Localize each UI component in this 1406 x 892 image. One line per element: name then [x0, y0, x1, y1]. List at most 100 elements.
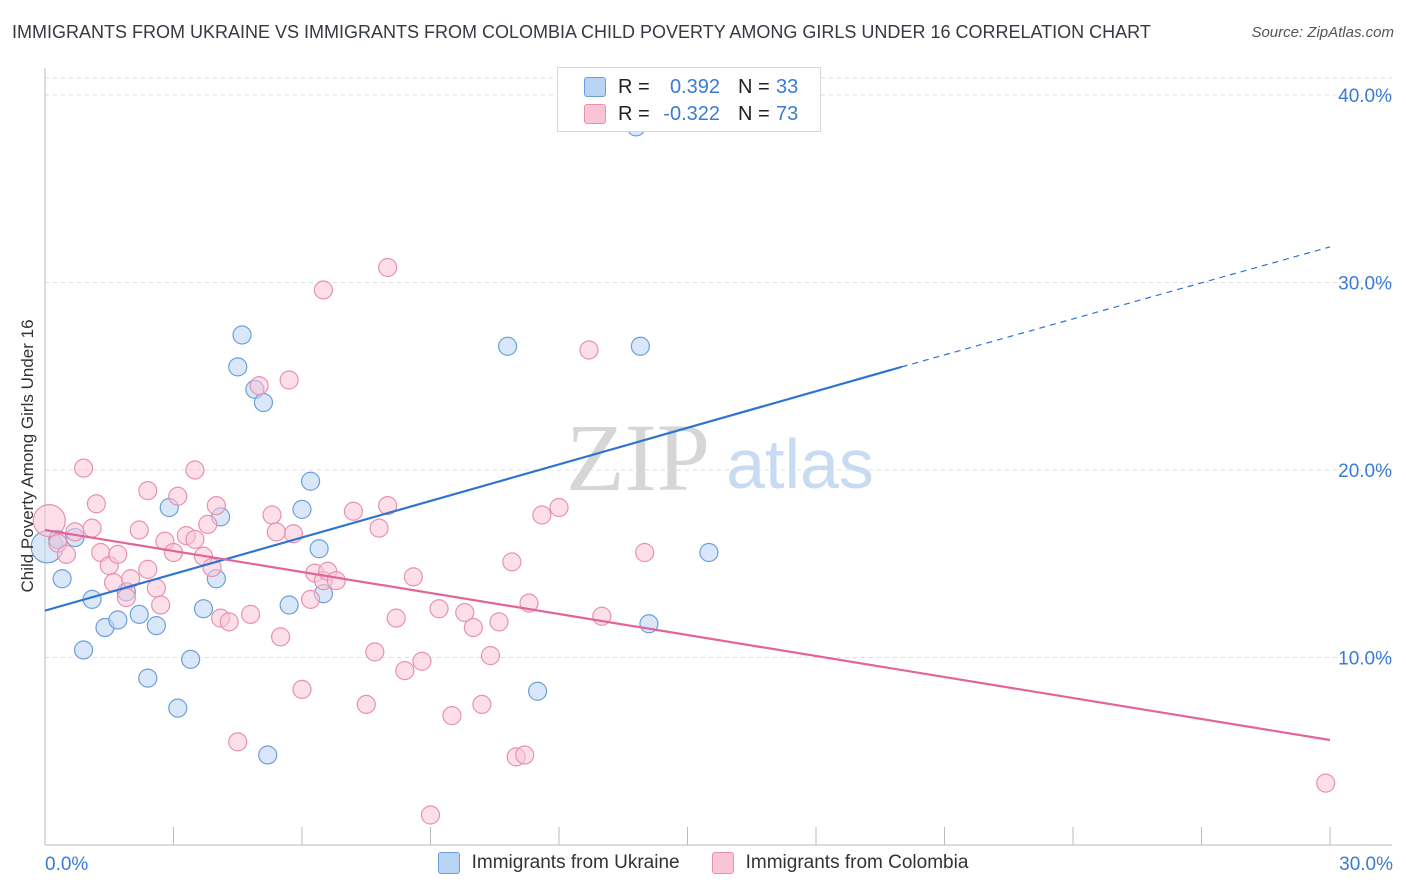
ukraine-point	[129, 604, 149, 624]
colombia-point	[343, 501, 363, 521]
correlation-legend: R = 0.392 N = 33 R = -0.322 N = 73	[557, 67, 821, 132]
legend-r-label: R =	[618, 102, 650, 125]
colombia-point	[480, 646, 501, 666]
colombia-point	[168, 486, 188, 506]
colombia-point	[532, 505, 552, 525]
ukraine-point	[309, 539, 329, 559]
chart-title: IMMIGRANTS FROM UKRAINE VS IMMIGRANTS FR…	[12, 22, 1151, 42]
y-axis-label: Child Poverty Among Girls Under 16	[18, 319, 37, 592]
y-tick-label: 40.0%	[1338, 86, 1392, 107]
ukraine-point	[232, 325, 252, 345]
ukraine-point	[300, 471, 321, 491]
colombia-point	[185, 460, 205, 480]
ukraine-point	[138, 668, 158, 688]
ukraine-point	[228, 357, 248, 377]
chart-source: Source: ZipAtlas.com	[1251, 24, 1394, 41]
colombia-point	[129, 520, 149, 540]
colombia-point	[326, 571, 346, 591]
colombia-point	[378, 496, 398, 516]
legend-swatch-ukraine	[584, 77, 606, 97]
ukraine-trend-extension	[901, 246, 1331, 368]
colombia-point	[395, 661, 415, 681]
colombia-point	[489, 612, 509, 632]
colombia-point	[502, 552, 522, 572]
legend-swatch-ukraine	[437, 852, 460, 874]
ukraine-point	[181, 649, 201, 669]
colombia-point	[202, 557, 222, 578]
legend-item-colombia: Immigrants from Colombia	[711, 852, 969, 874]
ukraine-point	[699, 542, 719, 563]
colombia-point	[270, 627, 291, 647]
colombia-point	[403, 567, 423, 587]
colombia-point	[65, 522, 85, 542]
x-tick-label: 0.0%	[45, 854, 88, 875]
ukraine-point	[292, 499, 312, 519]
colombia-point	[455, 602, 475, 623]
colombia-point	[86, 494, 107, 514]
ukraine-point	[193, 599, 214, 619]
colombia-point	[549, 497, 569, 518]
colombia-point	[206, 496, 226, 516]
colombia-point	[241, 604, 261, 624]
colombia-point	[378, 257, 398, 278]
legend-row-ukraine: R = 0.392 N = 33	[584, 74, 798, 100]
tick-labels: 10.0% 20.0% 30.0% 40.0% 0.0% 30.0%	[45, 86, 1393, 875]
legend-n-label: N =	[738, 102, 770, 125]
colombia-point	[1316, 773, 1336, 793]
colombia-point	[198, 514, 218, 534]
colombia-point	[151, 595, 171, 615]
colombia-point	[116, 587, 136, 608]
colombia-point	[138, 481, 158, 501]
colombia-point	[442, 706, 462, 726]
ukraine-point	[258, 745, 278, 765]
ukraine-trend-line	[44, 365, 902, 612]
colombia-point	[279, 370, 299, 390]
colombia-point	[138, 559, 158, 579]
colombia-point	[356, 694, 376, 714]
colombia-point	[32, 504, 66, 538]
colombia-point	[82, 518, 102, 538]
ukraine-point	[253, 392, 274, 413]
legend-r-label: R =	[618, 75, 650, 98]
colombia-point	[472, 694, 492, 714]
colombia-point	[420, 805, 441, 825]
colombia-point	[300, 589, 321, 609]
ukraine-point	[630, 336, 650, 356]
trend-lines	[44, 246, 1331, 742]
colombia-point	[228, 732, 248, 752]
y-tick-label: 20.0%	[1338, 461, 1392, 482]
colombia-point	[386, 608, 406, 628]
legend-n-label: N =	[738, 75, 770, 98]
colombia-point	[579, 340, 599, 360]
series-legend: Immigrants from Ukraine Immigrants from …	[0, 852, 1406, 874]
legend-swatch-colombia	[584, 104, 606, 124]
legend-label-colombia: Immigrants from Colombia	[745, 852, 969, 873]
y-tick-label: 30.0%	[1338, 274, 1392, 295]
colombia-point	[185, 529, 205, 549]
colombia-point	[463, 617, 483, 638]
ukraine-point	[498, 336, 518, 356]
colombia-point	[108, 544, 128, 564]
legend-n-value: 33	[776, 75, 799, 98]
legend-row-colombia: R = -0.322 N = 73	[584, 101, 798, 127]
colombia-point	[249, 376, 269, 396]
ukraine-point	[168, 698, 188, 718]
colombia-point	[369, 518, 389, 538]
colombia-point	[219, 612, 239, 632]
legend-item-ukraine: Immigrants from Ukraine	[437, 852, 680, 874]
watermark-zip: ZIP	[566, 404, 710, 511]
colombia-point	[313, 280, 334, 300]
ukraine-point	[73, 640, 94, 660]
legend-label-ukraine: Immigrants from Ukraine	[471, 852, 680, 873]
colombia-point	[292, 679, 312, 699]
colombia-point	[266, 522, 286, 542]
ukraine-point	[52, 569, 72, 589]
watermark: ZIP atlas	[566, 404, 874, 511]
colombia-trend-line	[44, 528, 1331, 742]
colombia-point	[429, 599, 449, 619]
colombia-point	[73, 458, 94, 478]
ukraine-point	[108, 610, 128, 630]
colombia-point	[262, 505, 282, 525]
ukraine-point	[279, 595, 299, 615]
